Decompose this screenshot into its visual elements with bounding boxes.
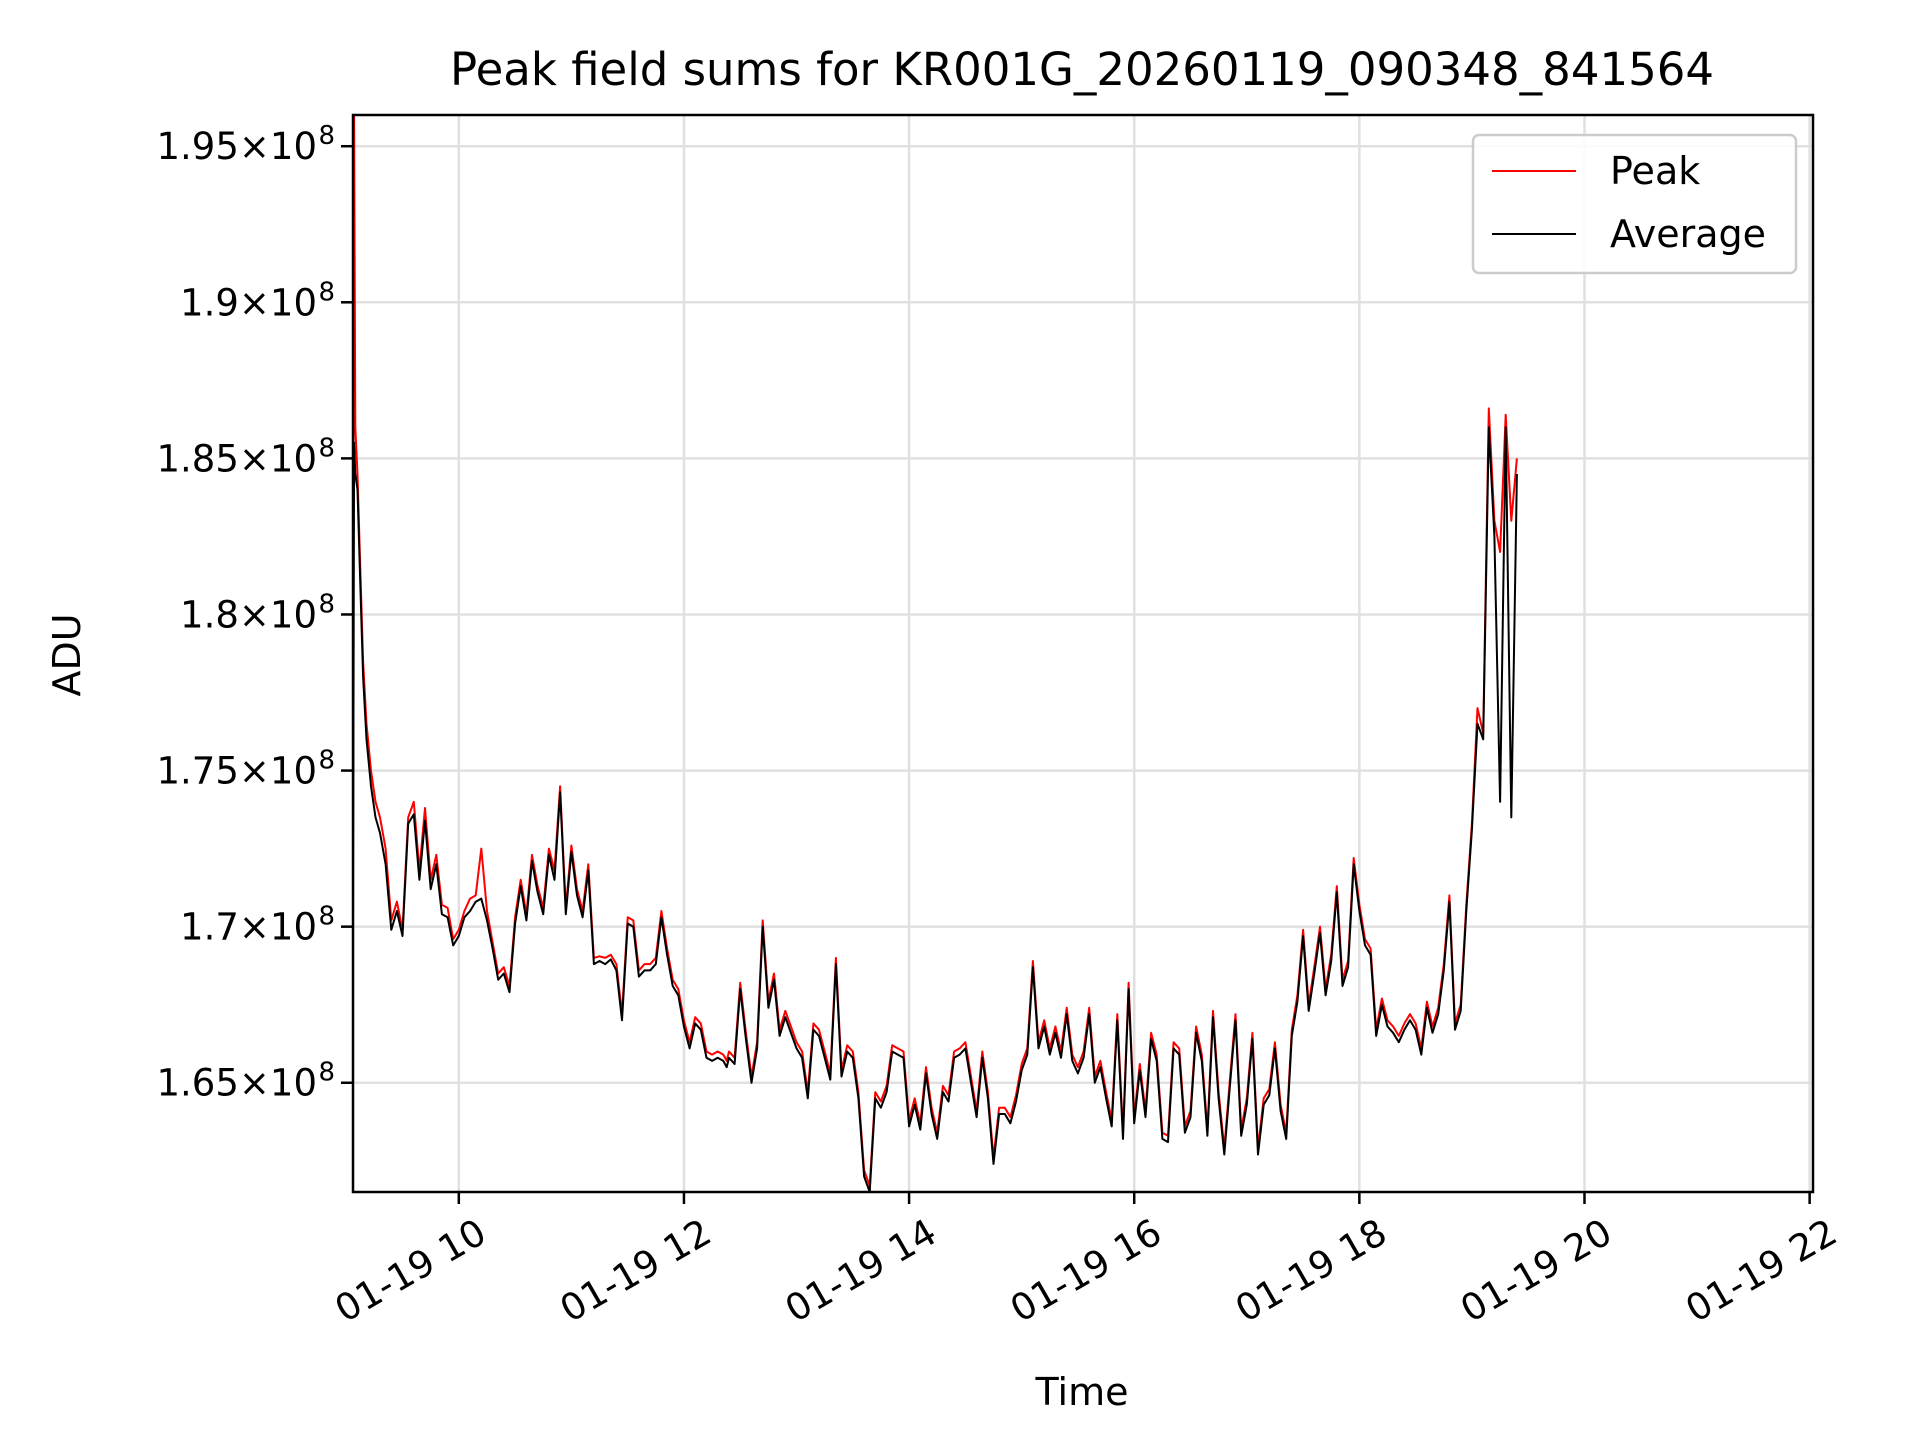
x-axis-label: Time [1035,1370,1129,1414]
grid [353,115,1813,1192]
y-tick-exponent: 8 [318,1058,335,1088]
y-tick-base: 10 [270,281,317,324]
x-axis: 01-19 10 01-19 12 01-19 14 01-19 16 01-19 18… [328,1192,1844,1331]
legend-label-average: Average [1610,212,1766,256]
y-tick-exponent: 8 [318,589,335,619]
legend-box [1471,133,1798,275]
y-tick-exponent: 8 [318,121,335,151]
y-tick-mantissa-value: 1.95 [157,125,239,168]
y-tick-base: 10 [270,906,317,949]
y-tick-label: 81.7×10 [180,902,335,949]
y-tick-base: 10 [270,125,317,168]
y-tick-mantissa: 1.9×10 [180,281,317,324]
y-tick-base: 10 [270,1062,317,1105]
x-tick-label: 01-19 18 [1228,1211,1394,1331]
y-tick-times: × [239,906,270,949]
series-line-average [353,426,1518,1192]
y-tick-times: × [239,437,270,480]
x-tick-label: 01-19 16 [1003,1211,1169,1331]
series-line-peak [353,115,1518,1187]
y-tick-mantissa-value: 1.85 [157,437,239,480]
plot-series [353,115,1518,1192]
y-tick-exponent: 8 [318,433,335,463]
y-tick-mantissa-value: 1.9 [180,281,239,324]
y-tick-base: 10 [270,593,317,636]
y-tick-exponent: 8 [318,746,335,776]
y-tick-label: 81.9×10 [180,277,335,324]
y-tick-times: × [239,750,270,793]
y-tick-label: 81.95×10 [157,121,336,168]
y-tick-mantissa: 1.7×10 [180,906,317,949]
y-tick-label: 81.85×10 [157,433,336,480]
y-tick-times: × [239,1062,270,1105]
y-tick-mantissa-value: 1.8 [180,593,239,636]
y-tick-mantissa: 1.75×10 [157,750,318,793]
y-tick-mantissa: 1.85×10 [157,437,318,480]
y-tick-base: 10 [270,750,317,793]
y-tick-label: 81.8×10 [180,589,335,636]
legend-label-peak: Peak [1610,149,1700,193]
y-tick-label: 81.75×10 [157,746,336,793]
x-tick-label: 01-19 20 [1453,1211,1619,1331]
y-axis-label: ADU [45,613,89,696]
y-axis: 81.65×1081.7×1081.75×1081.8×1081.85×1081… [157,121,353,1105]
x-tick-label: 01-19 10 [328,1211,494,1331]
y-tick-mantissa-value: 1.7 [180,906,239,949]
y-tick-exponent: 8 [318,902,335,932]
y-tick-times: × [239,593,270,636]
y-tick-exponent: 8 [318,277,335,307]
plot-frame [351,113,1815,1194]
legend: Peak Average [1471,133,1798,275]
y-tick-times: × [239,281,270,324]
x-tick-label: 01-19 12 [553,1211,719,1331]
y-tick-mantissa: 1.8×10 [180,593,317,636]
chart-title: Peak field sums for KR001G_20260119_0903… [450,43,1714,96]
y-tick-mantissa: 1.95×10 [157,125,318,168]
x-tick-label: 01-19 22 [1679,1211,1845,1331]
y-tick-base: 10 [270,437,317,480]
y-tick-mantissa-value: 1.65 [157,1062,239,1105]
y-tick-mantissa-value: 1.75 [157,750,239,793]
y-tick-times: × [239,125,270,168]
y-tick-label: 81.65×10 [157,1058,336,1105]
x-tick-label: 01-19 14 [778,1211,944,1331]
y-tick-mantissa: 1.65×10 [157,1062,318,1105]
